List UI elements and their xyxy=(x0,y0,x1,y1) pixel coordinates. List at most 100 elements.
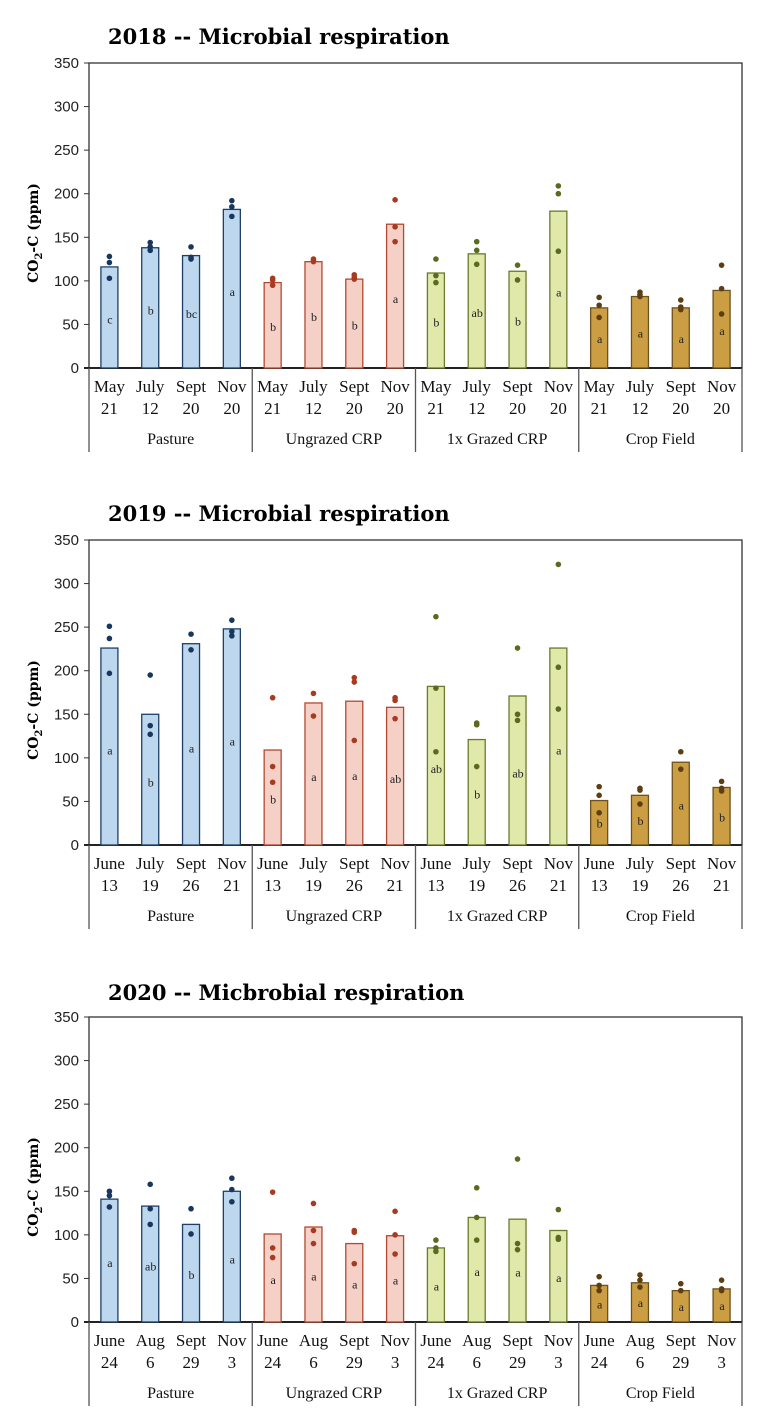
x-tick-day: 29 xyxy=(183,1353,200,1372)
x-tick-day: 6 xyxy=(146,1353,155,1372)
y-tick-label: 100 xyxy=(54,750,79,767)
significance-letter: b xyxy=(515,315,521,329)
data-point xyxy=(433,748,439,755)
y-tick-label: 100 xyxy=(54,273,79,290)
data-point xyxy=(637,1272,643,1278)
y-tick-label: 150 xyxy=(54,229,79,246)
data-point xyxy=(147,722,154,729)
data-point xyxy=(147,239,154,246)
data-point xyxy=(555,190,562,197)
x-tick-day: 12 xyxy=(142,399,159,418)
significance-letter: a xyxy=(515,1266,521,1280)
bar xyxy=(590,799,609,846)
significance-letter: a xyxy=(597,332,603,346)
x-tick-month: Nov xyxy=(217,854,247,873)
data-point xyxy=(596,783,602,790)
x-tick-day: 24 xyxy=(101,1353,119,1372)
group-label: Crop Field xyxy=(626,1385,695,1402)
data-point xyxy=(351,679,358,685)
data-point xyxy=(473,247,480,254)
x-tick-day: 29 xyxy=(509,1353,526,1372)
data-point xyxy=(188,1231,194,1237)
data-point xyxy=(473,1185,480,1191)
bar xyxy=(508,270,527,369)
bar xyxy=(181,643,201,846)
bar xyxy=(345,700,364,846)
data-point xyxy=(392,697,398,704)
data-point xyxy=(351,737,358,744)
x-tick-day: 26 xyxy=(672,876,689,895)
y-tick-label: 0 xyxy=(71,360,79,377)
y-axis-label: CO2-C (ppm) xyxy=(26,183,45,283)
data-point xyxy=(188,647,194,653)
significance-letter: ab xyxy=(512,766,523,780)
data-point xyxy=(188,256,194,262)
x-tick-day: 13 xyxy=(264,876,281,895)
x-tick-month: Nov xyxy=(707,377,737,396)
significance-letter: a xyxy=(475,1265,481,1279)
data-point xyxy=(310,713,317,719)
data-point xyxy=(310,690,317,697)
significance-letter: a xyxy=(719,324,725,338)
x-tick-month: Aug xyxy=(462,1331,492,1350)
x-tick-month: Nov xyxy=(707,1331,737,1350)
significance-letter: b xyxy=(719,810,725,824)
significance-letter: a xyxy=(638,327,644,341)
bar xyxy=(100,647,119,846)
y-tick-label: 0 xyxy=(71,837,79,854)
significance-letter: b xyxy=(352,318,358,332)
data-point xyxy=(229,213,235,220)
x-tick-day: 21 xyxy=(223,876,240,895)
data-point xyxy=(433,685,439,691)
data-point xyxy=(514,645,521,651)
data-point xyxy=(555,706,562,712)
x-tick-month: Sept xyxy=(666,377,697,396)
significance-letter: b xyxy=(148,775,154,789)
data-point xyxy=(392,1232,398,1238)
y-tick-label: 150 xyxy=(54,706,79,723)
x-tick-day: 13 xyxy=(591,876,608,895)
x-tick-day: 6 xyxy=(636,1353,645,1372)
x-tick-month: Sept xyxy=(339,377,370,396)
y-tick-label: 200 xyxy=(54,186,79,203)
x-tick-month: July xyxy=(299,377,328,396)
data-point xyxy=(392,715,398,722)
x-tick-month: May xyxy=(420,377,452,396)
data-point xyxy=(392,1251,398,1257)
data-point xyxy=(147,1181,154,1188)
chart-0: 2018 -- Microbial respiration CO2-C (ppm)… xyxy=(26,24,743,452)
y-axis-label: CO2-C (ppm) xyxy=(26,660,45,760)
data-point xyxy=(677,1280,684,1287)
significance-letter: ab xyxy=(472,306,483,320)
data-point xyxy=(596,1282,602,1289)
data-point xyxy=(555,183,562,189)
y-tick-label: 300 xyxy=(54,99,79,116)
data-point xyxy=(555,248,562,255)
significance-letter: a xyxy=(270,1273,276,1287)
data-point xyxy=(229,628,235,635)
data-point xyxy=(473,261,480,268)
x-tick-day: 24 xyxy=(427,1353,445,1372)
significance-letter: a xyxy=(597,1297,603,1311)
data-point xyxy=(269,1254,276,1261)
data-point xyxy=(555,664,562,671)
data-point xyxy=(229,197,235,204)
data-point xyxy=(106,623,113,630)
significance-letter: a xyxy=(556,743,562,757)
x-tick-day: 21 xyxy=(387,876,404,895)
x-tick-day: 20 xyxy=(183,399,200,418)
group-label: 1x Grazed CRP xyxy=(447,1385,548,1402)
x-tick-day: 21 xyxy=(264,399,281,418)
significance-letter: a xyxy=(352,1277,358,1291)
bar xyxy=(508,1218,527,1323)
data-point xyxy=(718,285,725,292)
x-tick-month: Sept xyxy=(666,1331,697,1350)
data-point xyxy=(351,276,358,282)
x-tick-day: 19 xyxy=(305,876,322,895)
x-tick-month: Sept xyxy=(176,1331,207,1350)
x-tick-month: May xyxy=(94,377,126,396)
data-point xyxy=(351,1229,358,1236)
significance-letter: b xyxy=(474,787,480,801)
data-point xyxy=(106,635,113,642)
